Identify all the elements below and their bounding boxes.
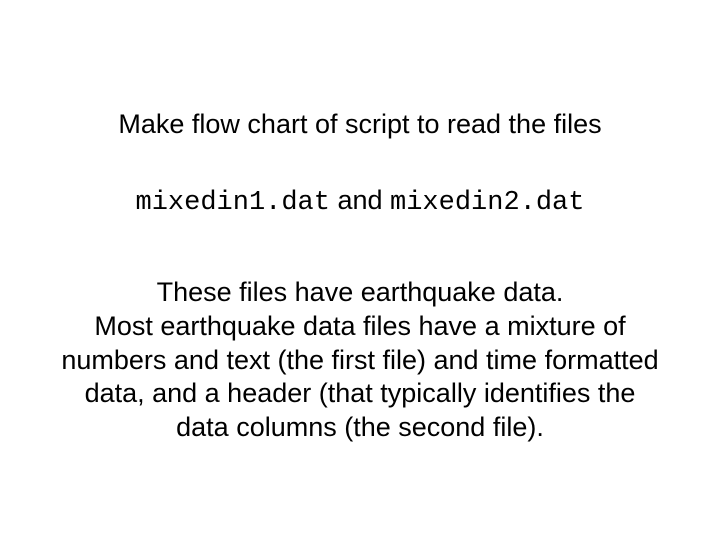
filename-1: mixedin1.dat <box>136 188 330 218</box>
body-line-5: data columns (the second file). <box>10 411 710 445</box>
body-line-3: numbers and text (the first file) and ti… <box>10 344 710 378</box>
slide-title: Make flow chart of script to read the fi… <box>0 108 720 142</box>
filename-2: mixedin2.dat <box>390 188 584 218</box>
body-line-2: Most earthquake data files have a mixtur… <box>10 310 710 344</box>
filenames-line: mixedin1.dat and mixedin2.dat <box>0 184 720 221</box>
slide: Make flow chart of script to read the fi… <box>0 0 720 540</box>
connector-and: and <box>330 185 390 215</box>
body-line-1: These files have earthquake data. <box>10 276 710 310</box>
body-paragraph: These files have earthquake data. Most e… <box>0 276 720 445</box>
body-line-4: data, and a header (that typically ident… <box>10 377 710 411</box>
